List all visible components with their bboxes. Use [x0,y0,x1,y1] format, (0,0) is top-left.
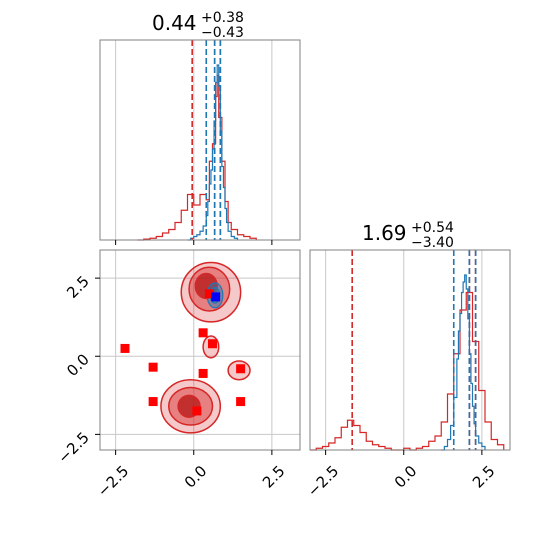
title-value-bottom-right: 1.69 [362,221,407,245]
title-minus-bottom-right: −3.40 [411,235,454,251]
x-right-tick-label-0: −2.5 [304,462,342,500]
x-right-tick-label-1: 0.0 [391,462,421,492]
axes-frame [99,39,301,241]
red-square-marker-2 [148,397,158,407]
red-square-marker-8 [192,406,202,416]
title-value-top-left: 0.44 [152,11,197,35]
y-left-tick-label-2: −2.5 [54,428,92,466]
red-square-marker-4 [208,339,217,349]
red-square-marker-7 [236,397,246,407]
title-top-left: 0.44 +0.38 −0.43 [152,10,244,41]
x-left-tick-label-0: −2.5 [94,462,132,500]
red-square-marker-0 [120,343,130,353]
blue-square-marker [211,292,221,302]
red-histogram [137,74,257,241]
red-square-marker-6 [236,364,246,374]
red-square-marker-1 [148,362,158,372]
blue-histogram [187,64,239,241]
red-square-marker-3 [198,328,208,338]
title-bottom-right: 1.69 +0.54 −3.40 [362,220,454,251]
red-histogram [310,291,505,451]
axes-frame [309,249,511,451]
top-left-histogram-panel [99,39,301,241]
x-left-tick-label-1: 0.0 [181,462,211,492]
bottom-right-histogram-panel [309,249,511,451]
title-plus-top-left: +0.38 [201,10,244,26]
x-left-tick-label-2: 2.5 [259,462,289,492]
red-square-marker-5 [198,368,208,378]
bottom-left-contour-panel [99,249,301,451]
title-plus-bottom-right: +0.54 [411,220,454,236]
blue-histogram [441,274,486,451]
x-right-tick-label-2: 2.5 [469,462,499,492]
y-left-tick-label-1: 0.0 [63,350,93,380]
axes-frame [99,249,301,451]
y-left-tick-label-0: 2.5 [63,272,93,302]
red-square-marker-9 [204,289,214,299]
title-minus-top-left: −0.43 [201,25,244,41]
tick-labels: −2.5 0.0 2.5 −2.5 0.0 2.5 2.5 0.0 −2.5 [54,240,499,501]
